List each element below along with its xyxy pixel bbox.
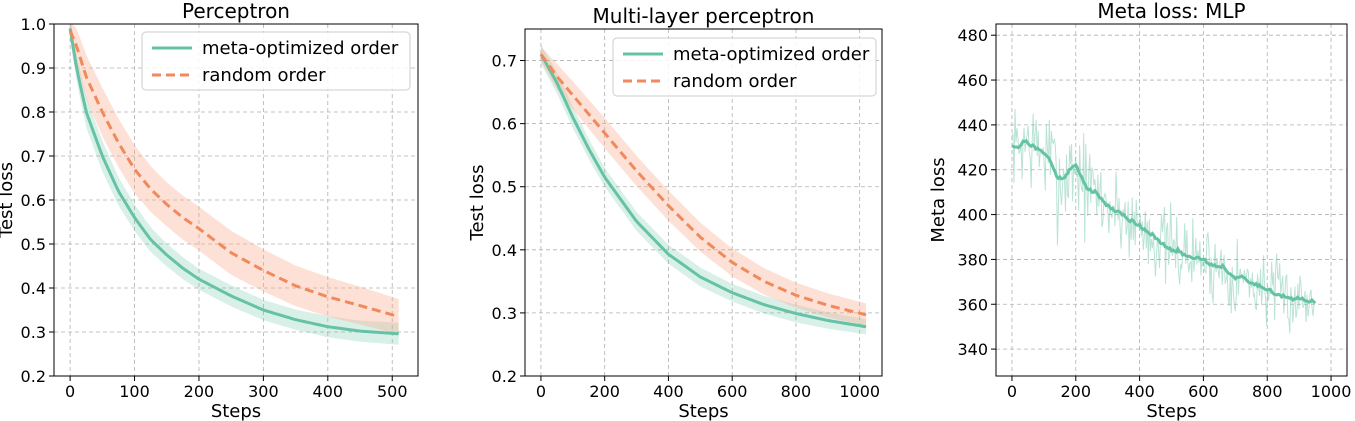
x-tick-label: 500 bbox=[377, 382, 408, 401]
axes-frame bbox=[995, 23, 1348, 377]
x-tick-label: 400 bbox=[653, 382, 684, 401]
x-tick-label: 600 bbox=[1188, 382, 1219, 401]
x-tick-label: 800 bbox=[781, 382, 812, 401]
y-tick-label: 380 bbox=[957, 250, 988, 269]
chart-panel-2: 0 200 400 600 800 1000 0.2 0.3 0.4 0.5 0.6 0.7 Multi… bbox=[467, 4, 883, 421]
y-tick-label: 400 bbox=[957, 206, 988, 225]
y-tick-label: 0.6 bbox=[492, 115, 517, 134]
y-tick-label: 0.6 bbox=[21, 191, 46, 210]
series-band-2 bbox=[70, 24, 399, 335]
y-tick-label: 360 bbox=[957, 295, 988, 314]
series-band-1 bbox=[540, 44, 867, 335]
series-band-2 bbox=[540, 46, 867, 327]
y-tick-label: 0.5 bbox=[492, 178, 517, 197]
y-tick-label: 460 bbox=[957, 71, 988, 90]
legend-label-2: random order bbox=[202, 65, 326, 86]
series-line-1 bbox=[539, 53, 867, 329]
x-tick-label: 200 bbox=[1060, 382, 1091, 401]
chart-title: Multi-layer perceptron bbox=[593, 4, 815, 28]
x-tick-label: 1000 bbox=[1311, 382, 1352, 401]
x-tick-label: 800 bbox=[1252, 382, 1283, 401]
y-tick-label: 440 bbox=[957, 116, 988, 135]
y-tick-label: 340 bbox=[957, 340, 988, 359]
grid bbox=[996, 24, 1347, 376]
y-axis-label: Test loss bbox=[467, 165, 488, 242]
x-tick-label: 300 bbox=[248, 382, 279, 401]
chart-title: Perceptron bbox=[182, 0, 290, 23]
y-axis-label: Test loss bbox=[0, 162, 17, 239]
series-line-smoothed bbox=[1011, 138, 1317, 305]
axes-frame bbox=[524, 28, 883, 377]
y-tick-label: 0.2 bbox=[21, 367, 46, 386]
y-tick-label: 480 bbox=[957, 26, 988, 45]
series-line-raw bbox=[1011, 109, 1316, 334]
y-tick-label: 420 bbox=[957, 161, 988, 180]
legend-label-1: meta-optimized order bbox=[673, 44, 870, 65]
plot-area bbox=[539, 44, 867, 335]
y-axis-label: Meta loss bbox=[928, 157, 949, 242]
x-tick-label: 1000 bbox=[839, 382, 880, 401]
y-tick-label: 1.0 bbox=[21, 15, 46, 34]
x-axis-label: Steps bbox=[211, 401, 261, 421]
legend: meta-optimized order random order bbox=[141, 31, 411, 91]
plot-area bbox=[68, 24, 400, 345]
series-line-2 bbox=[539, 53, 867, 317]
y-tick-label: 0.7 bbox=[21, 147, 46, 166]
y-tick-label: 0.8 bbox=[21, 103, 46, 122]
y-tick-label: 0.9 bbox=[21, 59, 46, 78]
legend: meta-optimized order random order bbox=[612, 37, 877, 97]
plot-area bbox=[1011, 109, 1317, 334]
chart-panel-3: 0 200 400 600 800 1000 340 360 380 400 420 440 460 48… bbox=[928, 0, 1351, 421]
x-tick-label: 200 bbox=[184, 382, 215, 401]
series-line-2 bbox=[68, 30, 400, 319]
y-tick-label: 0.3 bbox=[492, 304, 517, 323]
x-tick-label: 600 bbox=[717, 382, 748, 401]
y-tick-label: 0.4 bbox=[21, 279, 46, 298]
y-tick-label: 0.4 bbox=[492, 241, 517, 260]
chart-title: Meta loss: MLP bbox=[1097, 0, 1245, 23]
x-tick-label: 200 bbox=[589, 382, 620, 401]
x-tick-label: 0 bbox=[65, 382, 75, 401]
x-tick-label: 400 bbox=[1124, 382, 1155, 401]
legend-label-2: random order bbox=[673, 71, 797, 92]
y-tick-label: 0.3 bbox=[21, 323, 46, 342]
x-tick-label: 400 bbox=[313, 382, 344, 401]
y-tick-label: 0.2 bbox=[492, 367, 517, 386]
x-tick-label: 0 bbox=[1007, 382, 1017, 401]
x-axis-label: Steps bbox=[678, 401, 728, 421]
axes-frame bbox=[53, 23, 419, 377]
legend-label-1: meta-optimized order bbox=[202, 38, 399, 59]
x-tick-label: 0 bbox=[536, 382, 546, 401]
x-tick-label: 100 bbox=[119, 382, 150, 401]
y-tick-label: 0.5 bbox=[21, 235, 46, 254]
series-line-1 bbox=[68, 28, 399, 336]
y-tick-label: 0.7 bbox=[492, 52, 517, 71]
x-axis-label: Steps bbox=[1146, 401, 1196, 421]
chart-panel-1: 0 100 200 300 400 500 0.2 0.3 0.4 0.5 0.6 0.7 0.8 0.9… bbox=[0, 0, 419, 421]
